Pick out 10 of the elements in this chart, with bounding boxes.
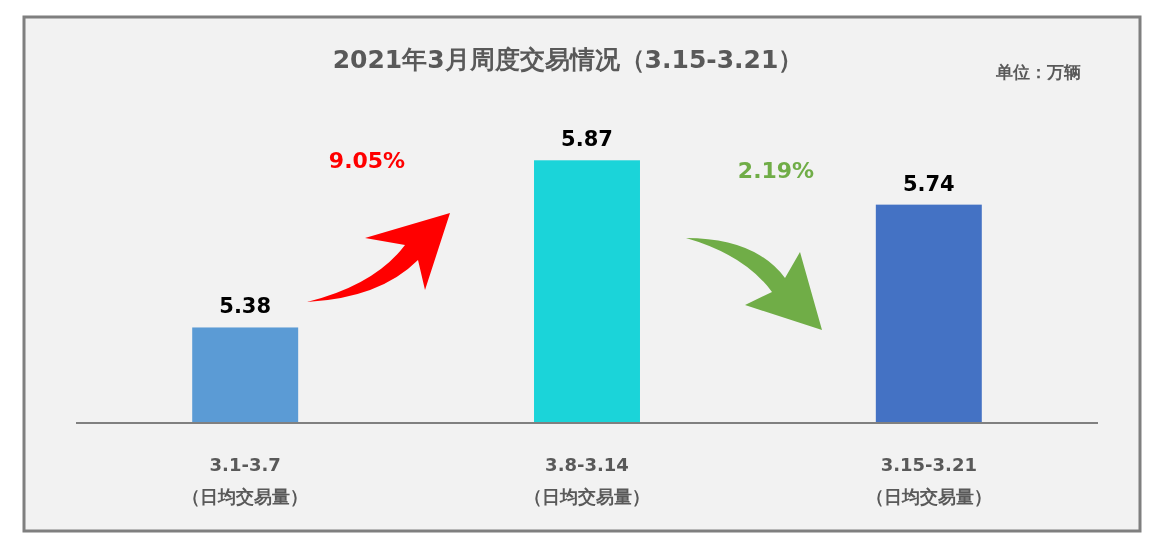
annotation: 单位：万辆	[994, 62, 1081, 82]
x-tick-label: 3.8-3.14 （日均交易量）	[524, 454, 650, 507]
data-label: 5.38	[219, 294, 272, 319]
text: 2021年3月周度交易情况（3.15-3.21）	[332, 45, 804, 74]
x-tick-label: 3.1-3.7 （日均交易量）	[182, 454, 309, 507]
x-tick-label: 3.15-3.21 （日均交易量）	[865, 454, 992, 507]
data-label: 5.74	[902, 171, 955, 196]
annotation: 9.05%	[328, 148, 406, 173]
data-label: 5.87	[561, 127, 613, 152]
annotation: 2.19%	[737, 158, 815, 183]
